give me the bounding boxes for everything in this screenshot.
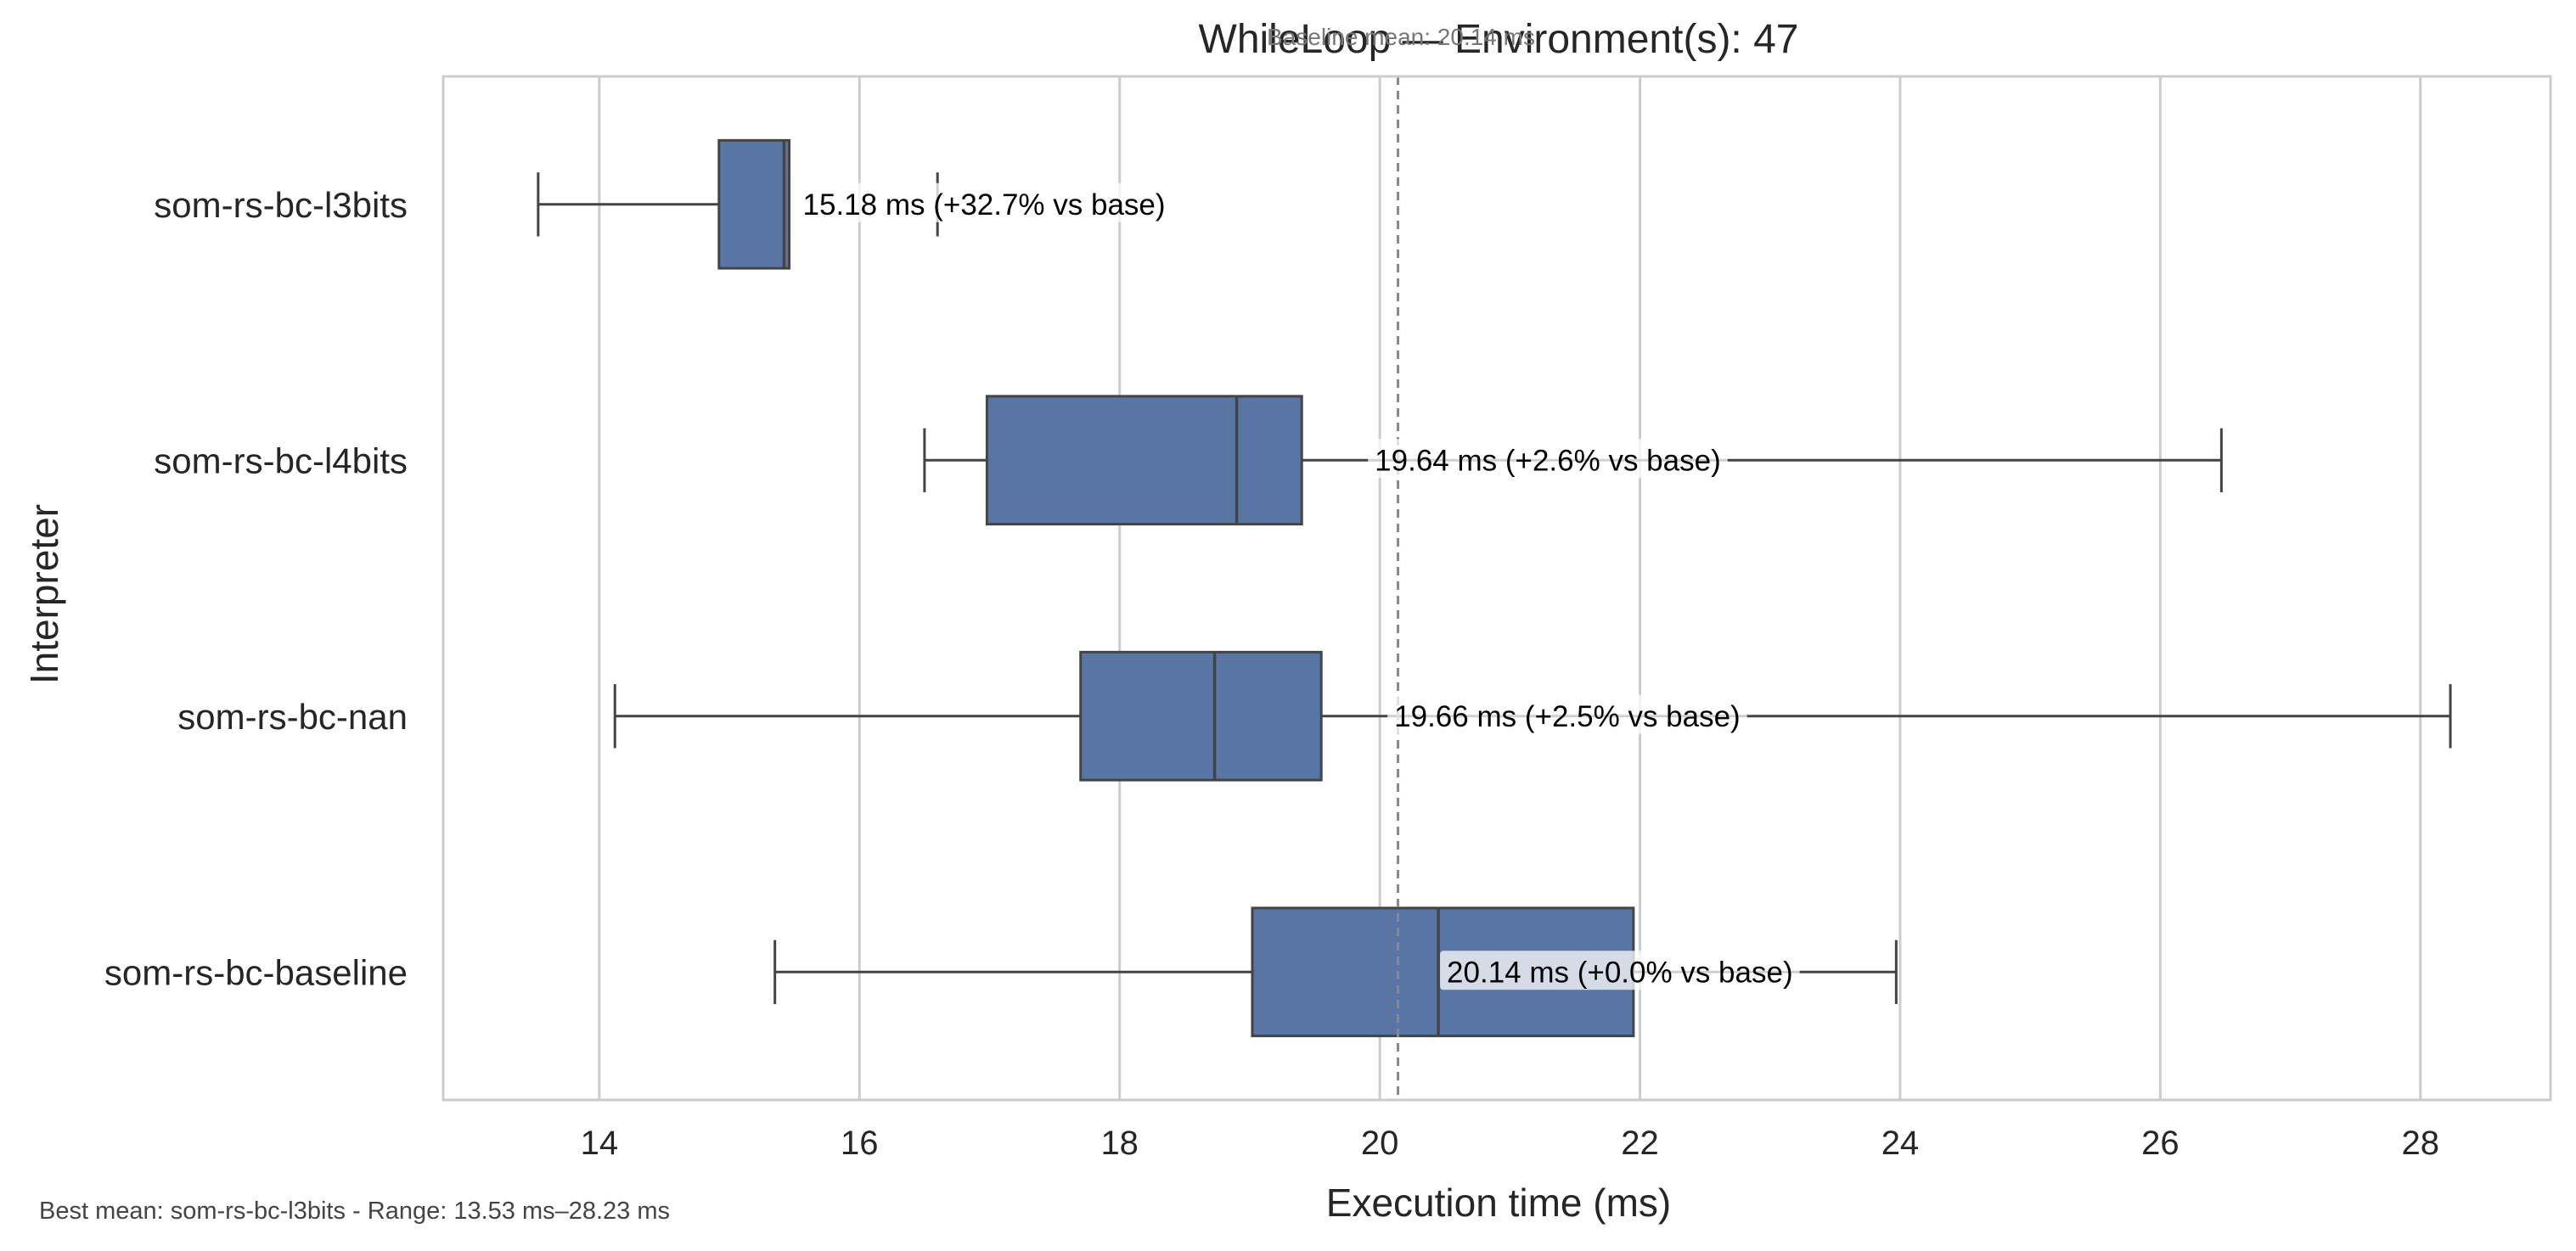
x-tick-label: 26 [2141, 1125, 2179, 1162]
data-label-group: 19.64 ms (+2.6% vs base) [1368, 439, 1728, 479]
data-label-group: 20.14 ms (+0.0% vs base) [1440, 951, 1800, 990]
category-label: som-rs-bc-baseline [104, 952, 408, 992]
box-iqr [717, 138, 791, 270]
box-iqr [985, 395, 1303, 526]
x-tick-label: 14 [581, 1125, 619, 1162]
box-layer [537, 138, 2452, 1038]
x-tick-label: 28 [2402, 1125, 2440, 1162]
data-label-bg [1368, 439, 1728, 479]
chart-title: WhileLoop — Environment(s): 47 [1199, 17, 1799, 62]
box-group-som-rs-bc-l4bits [923, 395, 2223, 526]
category-label: som-rs-bc-l4bits [154, 440, 408, 480]
data-label-bg [796, 182, 1173, 222]
data-label-bg [1440, 951, 1800, 990]
footnote: Best mean: som-rs-bc-l3bits - Range: 13.… [39, 1198, 670, 1225]
data-label-group: 15.18 ms (+32.7% vs base) [796, 182, 1173, 222]
data-label: 19.64 ms (+2.6% vs base) [1375, 444, 1721, 477]
plot-frame [442, 75, 2552, 1102]
box-group-som-rs-bc-l3bits [537, 138, 939, 270]
data-label-bg [1387, 694, 1747, 734]
grid-layer [598, 76, 2422, 1100]
y-axis-title: Interpreter [22, 504, 66, 684]
category-label: som-rs-bc-nan [177, 697, 408, 737]
category-layer: som-rs-bc-l3bits som-rs-bc-l4bits som-rs-b… [104, 185, 408, 993]
box-group-som-rs-bc-baseline [773, 906, 1898, 1038]
label-layer: 15.18 ms (+32.7% vs base) 19.64 ms (+2.6%… [796, 182, 1800, 990]
x-tick-label: 18 [1100, 1125, 1139, 1162]
data-label: 19.66 ms (+2.5% vs base) [1394, 700, 1741, 733]
data-label-group: 19.66 ms (+2.5% vs base) [1387, 694, 1747, 734]
tick-layer: 14 16 18 20 22 24 26 28 [581, 1125, 2439, 1162]
x-axis-title: Execution time (ms) [1326, 1181, 1671, 1225]
box-group-som-rs-bc-nan [613, 650, 2452, 782]
baseline-mean-note: Baseline mean: 20.14 ms [1267, 24, 1535, 50]
category-label: som-rs-bc-l3bits [154, 185, 408, 225]
x-tick-label: 20 [1361, 1125, 1399, 1162]
x-tick-label: 22 [1621, 1125, 1659, 1162]
data-label: 20.14 ms (+0.0% vs base) [1447, 956, 1793, 989]
box-iqr [1079, 650, 1323, 782]
data-label: 15.18 ms (+32.7% vs base) [803, 188, 1166, 222]
x-tick-label: 16 [841, 1125, 879, 1162]
x-tick-label: 24 [1881, 1125, 1920, 1162]
